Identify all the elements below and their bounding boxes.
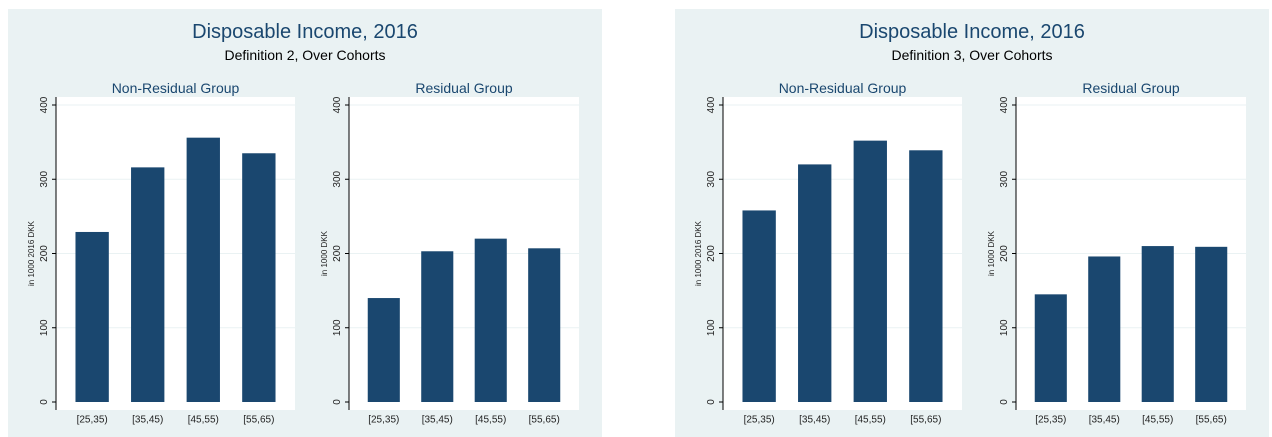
y-tick-label: 100 — [706, 319, 717, 336]
x-tick-label: [45,55) — [188, 414, 219, 425]
x-tick-label: [55,65) — [1196, 414, 1227, 425]
figure-subtitle: Definition 3, Over Cohorts — [891, 47, 1052, 63]
y-tick-label: 100 — [39, 319, 50, 336]
bar-[35,45) — [131, 167, 165, 402]
bar-[25,35) — [742, 210, 776, 402]
y-tick-label: 400 — [39, 96, 50, 113]
chart-figure-2: Disposable Income, 2016 Definition 3, Ove… — [675, 9, 1269, 437]
y-tick-label: 400 — [706, 96, 717, 113]
x-tick-label: [45,55) — [1142, 414, 1173, 425]
x-tick-label: [25,35) — [77, 414, 108, 425]
bar-[25,35) — [367, 298, 400, 402]
y-tick-label: 0 — [706, 399, 717, 405]
bar-[35,45) — [421, 251, 454, 402]
x-tick-label: [25,35) — [368, 414, 399, 425]
y-axis-label: in 1000 DKK — [987, 230, 996, 276]
bar-[45,55) — [853, 140, 887, 402]
x-tick-label: [35,45) — [799, 414, 830, 425]
figure-subtitle: Definition 2, Over Cohorts — [224, 47, 385, 63]
x-tick-label: [45,55) — [475, 414, 506, 425]
y-tick-label: 300 — [332, 170, 343, 187]
x-tick-label: [35,45) — [1089, 414, 1120, 425]
x-tick-label: [55,65) — [243, 414, 274, 425]
bar-[55,65) — [528, 248, 561, 402]
y-axis-label: in 1000 DKK — [320, 230, 329, 276]
y-tick-label: 100 — [999, 319, 1010, 336]
panel-title: Residual Group — [1082, 80, 1179, 96]
y-axis-label: in 1000 2016 DKK — [694, 220, 703, 286]
panel-title: Residual Group — [415, 80, 512, 96]
bar-[55,65) — [1195, 246, 1228, 402]
bar-[55,65) — [909, 150, 943, 402]
figure-title: Disposable Income, 2016 — [859, 21, 1085, 43]
y-axis-label: in 1000 2016 DKK — [27, 220, 36, 286]
figure-title: Disposable Income, 2016 — [192, 21, 418, 43]
x-tick-label: [55,65) — [910, 414, 941, 425]
x-tick-label: [55,65) — [529, 414, 560, 425]
bar-[25,35) — [1034, 294, 1067, 402]
y-tick-label: 300 — [39, 170, 50, 187]
x-tick-label: [25,35) — [1035, 414, 1066, 425]
bar-[35,45) — [1088, 256, 1121, 402]
y-tick-label: 200 — [332, 245, 343, 262]
x-tick-label: [35,45) — [422, 414, 453, 425]
bar-[55,65) — [242, 153, 276, 402]
y-tick-label: 400 — [332, 96, 343, 113]
bar-[45,55) — [474, 238, 507, 402]
x-tick-label: [45,55) — [855, 414, 886, 425]
y-tick-label: 200 — [39, 245, 50, 262]
bar-[45,55) — [186, 137, 220, 403]
y-tick-label: 200 — [999, 245, 1010, 262]
x-tick-label: [35,45) — [132, 414, 163, 425]
panel-1: Non-Residual Group 0 100 200 300 400 in 1000 2… — [27, 80, 295, 425]
y-tick-label: 0 — [332, 399, 343, 405]
y-tick-label: 100 — [332, 319, 343, 336]
bar-[45,55) — [1141, 246, 1174, 402]
panel-1: Non-Residual Group 0 100 200 300 400 in 1000 2… — [694, 80, 962, 425]
panel-2: Residual Group 0 100 200 300 400 in 1000 DKK [2… — [320, 80, 579, 425]
panel-title: Non-Residual Group — [112, 80, 240, 96]
y-tick-label: 300 — [999, 170, 1010, 187]
chart-figure-1: Disposable Income, 2016 Definition 2, Ove… — [8, 9, 602, 437]
y-tick-label: 0 — [999, 399, 1010, 405]
x-tick-label: [25,35) — [744, 414, 775, 425]
panel-title: Non-Residual Group — [779, 80, 907, 96]
y-tick-label: 300 — [706, 170, 717, 187]
y-tick-label: 200 — [706, 245, 717, 262]
bar-[35,45) — [798, 164, 832, 402]
bar-[25,35) — [75, 231, 109, 402]
y-tick-label: 400 — [999, 96, 1010, 113]
panel-2: Residual Group 0 100 200 300 400 in 1000 DKK [2… — [987, 80, 1246, 425]
y-tick-label: 0 — [39, 399, 50, 405]
